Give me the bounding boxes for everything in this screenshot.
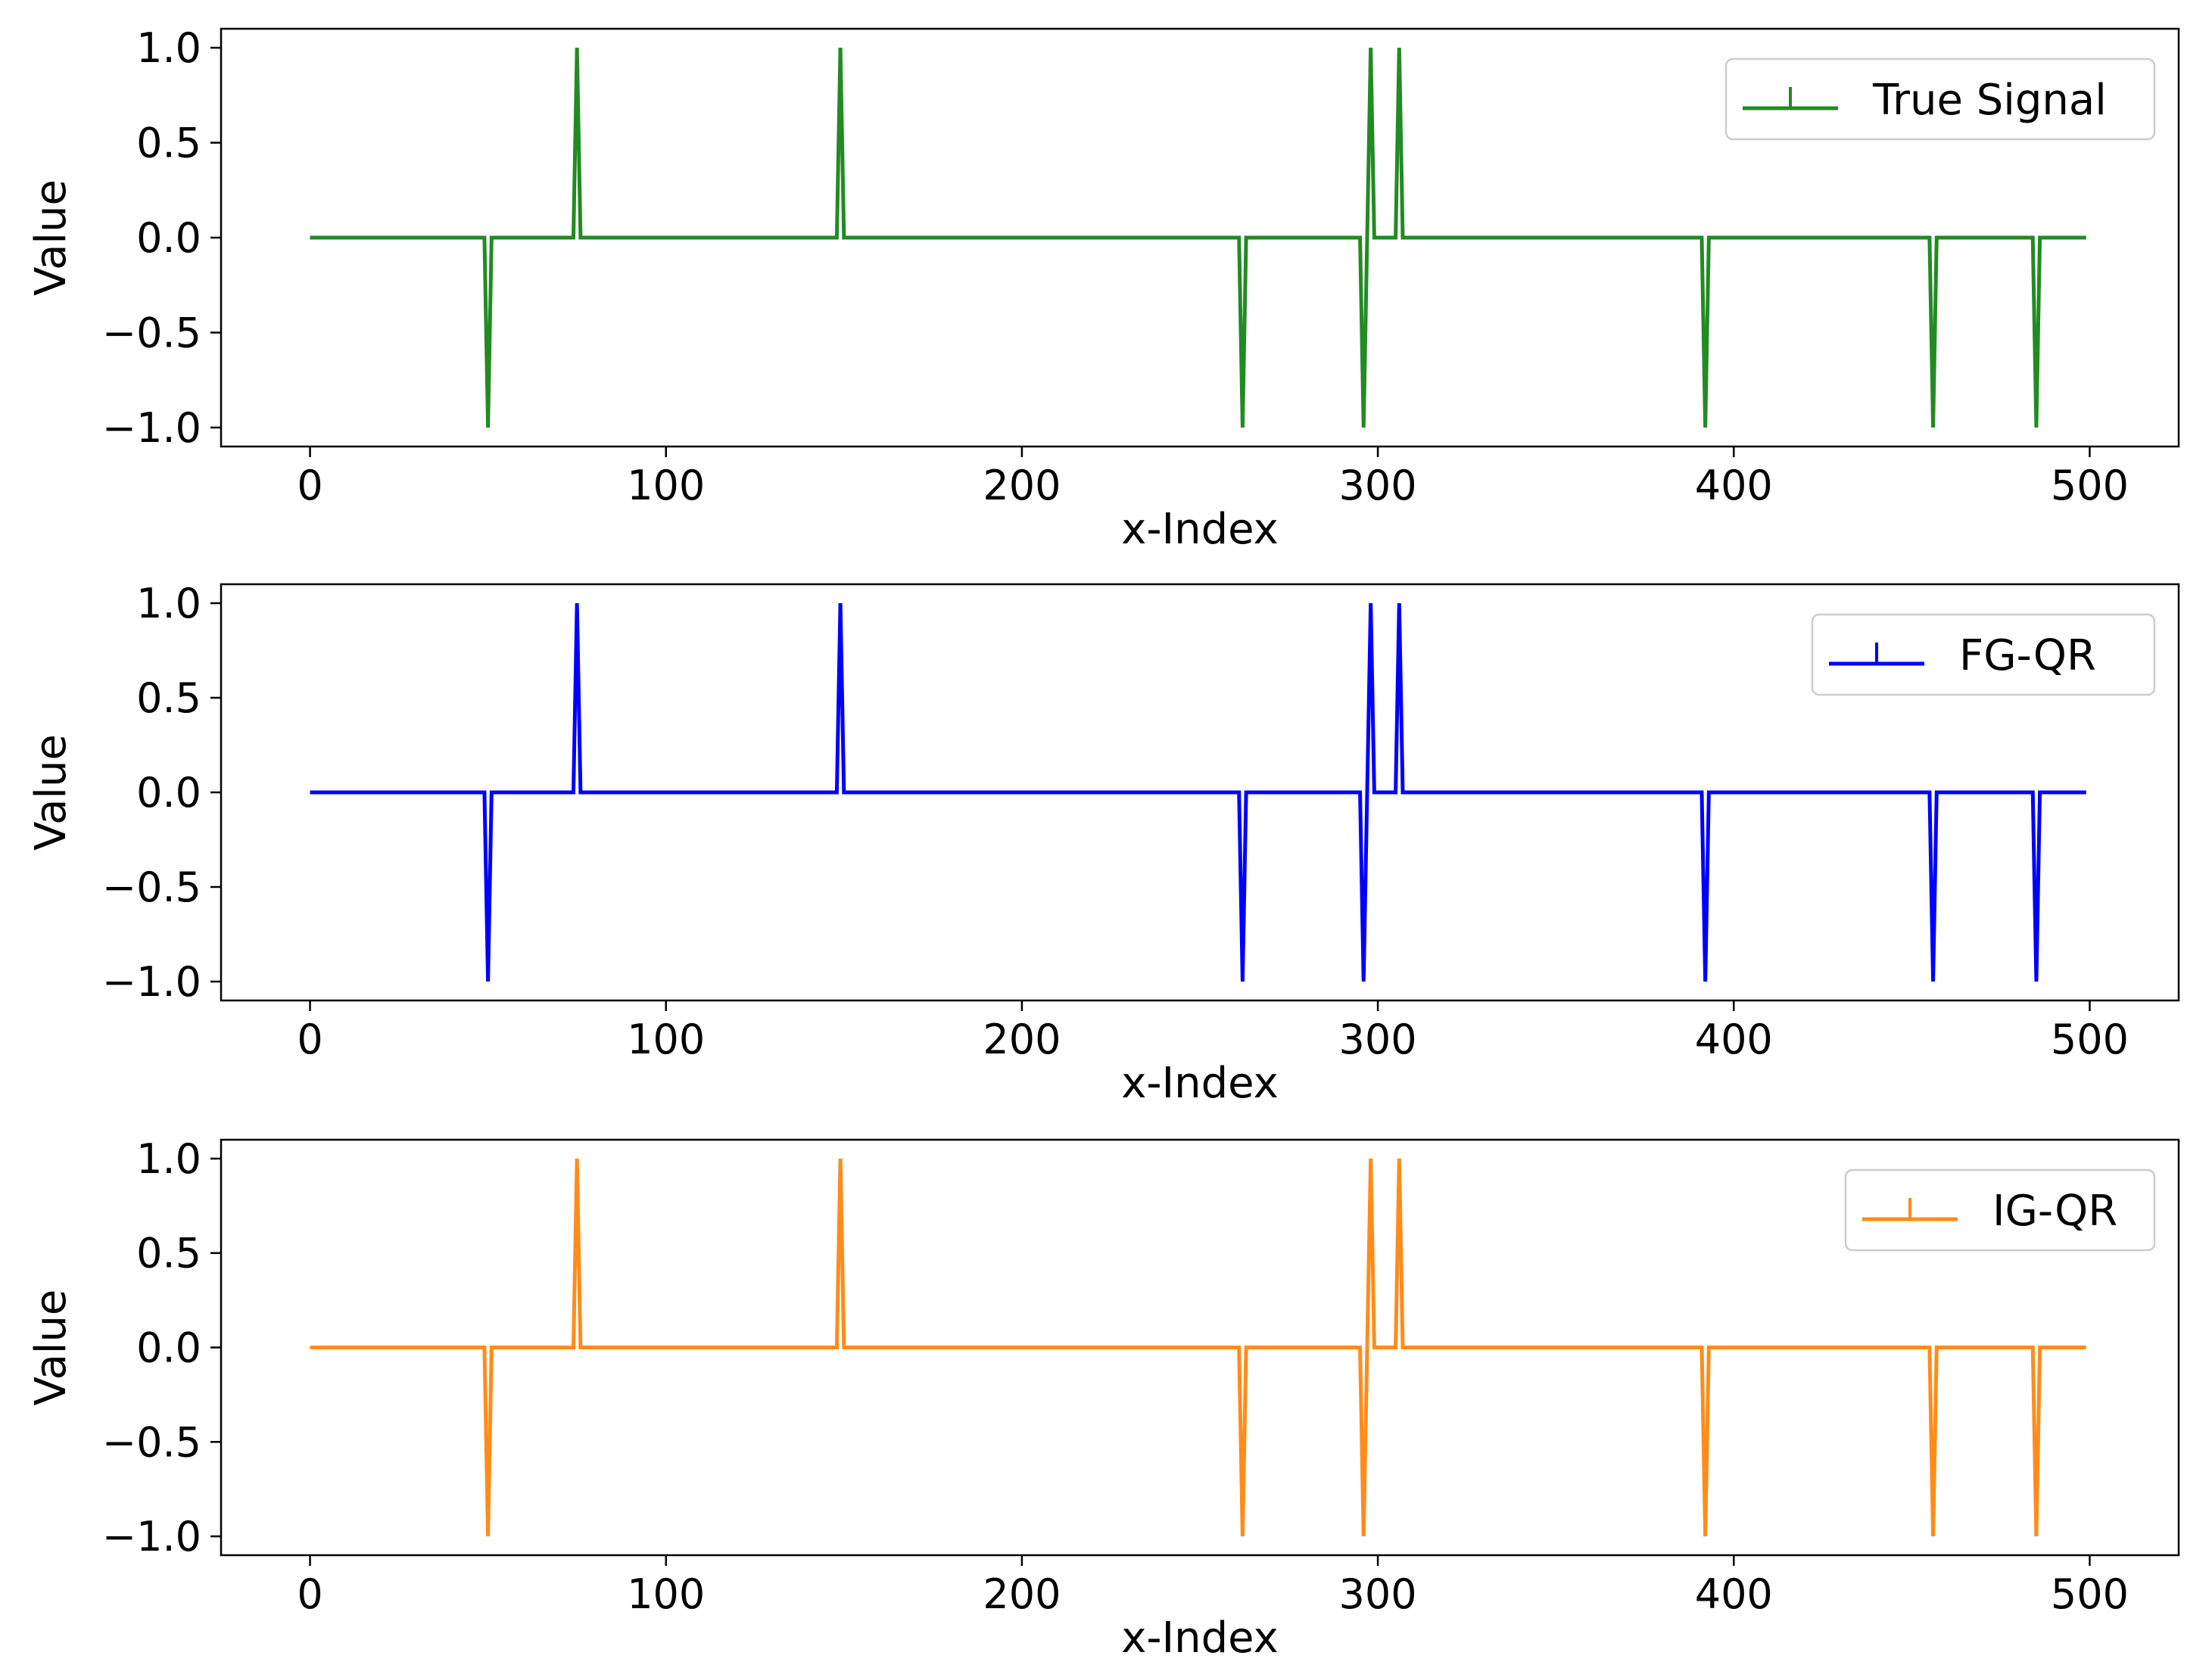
y-tick-label: 0.0	[136, 214, 201, 262]
data-point	[485, 425, 491, 431]
y-tick-label: −1.0	[102, 958, 201, 1006]
x-tick-label: 100	[627, 1016, 705, 1063]
data-point	[2033, 1533, 2039, 1539]
legend-box	[1811, 613, 2156, 696]
data-point	[1239, 1533, 1245, 1539]
x-axis-label: x-Index	[1121, 1059, 1279, 1108]
legend-label: FG-QR	[1959, 631, 2096, 680]
series-line-1	[310, 48, 2086, 428]
data-point	[1360, 425, 1366, 431]
data-point	[1360, 1533, 1366, 1539]
x-tick-label: 0	[297, 1570, 322, 1618]
series-line-1	[310, 1158, 2086, 1537]
data-point	[1930, 425, 1936, 431]
y-tick-label: −1.0	[102, 1513, 201, 1561]
data-point	[1368, 600, 1374, 606]
data-point	[2033, 425, 2039, 431]
x-tick-label: 500	[2051, 1016, 2129, 1063]
y-tick-label: −0.5	[102, 864, 201, 911]
y-tick-label: −1.0	[102, 404, 201, 452]
x-axis-label: x-Index	[1121, 505, 1279, 554]
data-point	[837, 45, 843, 51]
data-point	[1703, 979, 1709, 985]
x-tick-label: 400	[1695, 1570, 1773, 1618]
x-tick-label: 200	[983, 1016, 1061, 1063]
y-tick-label: 1.0	[136, 24, 201, 72]
legend-box	[1844, 1168, 2156, 1252]
data-point	[837, 600, 843, 606]
subplot-3: 0 100 200 300 400 500 1.0 0.5 0.0 −0.5 −1.0 x-Index…	[26, 1135, 2180, 1663]
y-tick-label: 1.0	[136, 580, 201, 627]
data-point	[1396, 1156, 1402, 1162]
y-tick-label: 1.0	[136, 1135, 201, 1183]
x-tick-label: 300	[1339, 1570, 1417, 1618]
data-point	[485, 979, 491, 985]
x-tick-label: 400	[1695, 1016, 1773, 1063]
data-point	[574, 1156, 580, 1162]
y-tick-label: −0.5	[102, 309, 201, 356]
data-point	[1368, 1156, 1374, 1162]
data-point	[1360, 979, 1366, 985]
x-tick-label: 0	[297, 462, 322, 509]
legend-label: True Signal	[1872, 76, 2107, 125]
data-point	[1930, 979, 1936, 985]
data-point	[1239, 979, 1245, 985]
y-tick-label: 0.0	[136, 1324, 201, 1372]
data-point	[485, 1533, 491, 1539]
x-tick-label: 300	[1339, 462, 1417, 509]
data-point	[574, 45, 580, 51]
y-tick-label: 0.5	[136, 120, 201, 167]
legend: True Signal	[1724, 58, 2156, 141]
y-tick-label: 0.5	[136, 1230, 201, 1277]
data-point	[1368, 45, 1374, 51]
legend: FG-QR	[1811, 613, 2156, 696]
x-tick-label: 500	[2051, 462, 2129, 509]
x-tick-label: 200	[983, 462, 1061, 509]
y-tick-label: 0.0	[136, 769, 201, 817]
x-axis-label: x-Index	[1121, 1613, 1279, 1663]
y-axis-label: Value	[26, 1290, 76, 1406]
x-tick-label: 100	[627, 1570, 705, 1618]
subplot-2: 0 100 200 300 400 500 1.0 0.5 0.0 −0.5 −1.0 x-Index…	[26, 580, 2180, 1108]
data-point	[1396, 45, 1402, 51]
data-point	[2033, 979, 2039, 985]
legend-label: IG-QR	[1992, 1187, 2117, 1236]
y-tick-label: 0.5	[136, 674, 201, 722]
legend: IG-QR	[1844, 1168, 2156, 1252]
x-tick-label: 400	[1695, 462, 1773, 509]
x-tick-label: 100	[627, 462, 705, 509]
x-tick-label: 500	[2051, 1570, 2129, 1618]
x-tick-label: 200	[983, 1570, 1061, 1618]
subplot-1: 0 100 200 300 400 500 1.0 0.5 0.0 −0.5 −1.0 x-Index…	[26, 24, 2180, 554]
x-tick-label: 0	[297, 1016, 322, 1063]
y-tick-label: −0.5	[102, 1418, 201, 1466]
data-point	[1703, 425, 1709, 431]
x-tick-label: 300	[1339, 1016, 1417, 1063]
series-line-1	[310, 602, 2086, 982]
legend-box	[1724, 58, 2156, 141]
y-axis-label: Value	[26, 179, 76, 296]
data-point	[1930, 1533, 1936, 1539]
y-axis-label: Value	[26, 734, 76, 851]
data-point	[1396, 600, 1402, 606]
data-point	[574, 600, 580, 606]
data-point	[1703, 1533, 1709, 1539]
data-point	[1239, 425, 1245, 431]
data-point	[837, 1156, 843, 1162]
